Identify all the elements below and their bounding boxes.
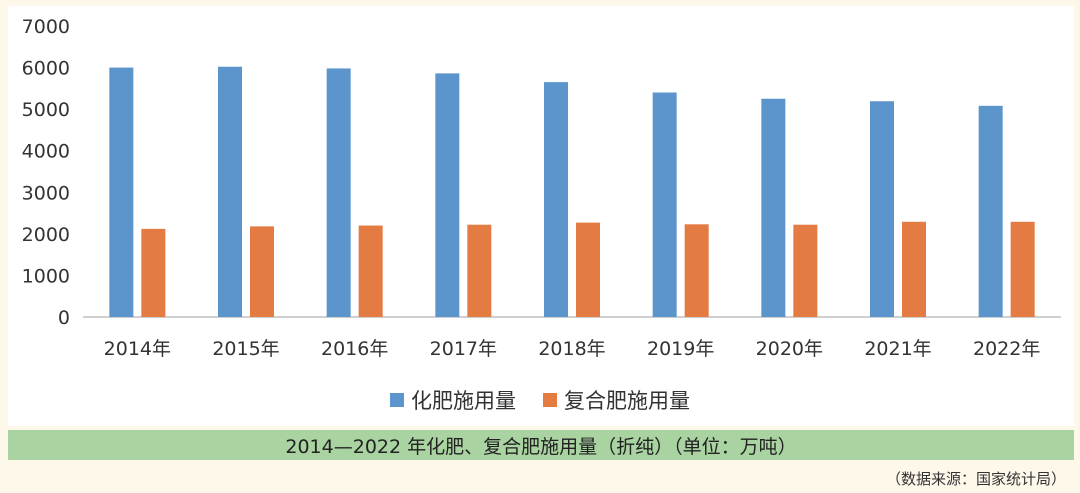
y-tick-label: 0 [58, 307, 70, 329]
bar-fertilizer [326, 68, 351, 317]
bar-fertilizer [978, 105, 1003, 318]
bar-fertilizer [109, 67, 134, 317]
legend-label: 化肥施用量 [411, 389, 516, 413]
bar-compound-fertilizer [250, 226, 274, 317]
bar-fertilizer [870, 101, 894, 317]
bar-fertilizer [218, 66, 242, 317]
x-tick-label: 2017年 [430, 338, 497, 360]
x-tick-label: 2019年 [647, 338, 714, 360]
y-axis-ticks: 0 1000 2000 3000 4000 5000 6000 7000 [22, 16, 70, 329]
legend-label: 复合肥施用量 [564, 389, 690, 413]
bar-chart: 0 1000 2000 3000 4000 5000 6000 7000 2014年 2015年… [22, 16, 1061, 413]
bar-compound-fertilizer [902, 221, 926, 317]
source-note: （数据来源：国家统计局） [885, 470, 1066, 488]
y-tick-label: 1000 [22, 265, 70, 287]
x-axis-ticks: 2014年 2015年 2016年 2017年 2018年 2019年 2020年 2021年… [104, 338, 1041, 360]
x-tick-label: 2014年 [104, 338, 171, 360]
caption-band: 2014—2022 年化肥、复合肥施用量（折纯）（单位：万吨） [8, 430, 1074, 460]
bar-compound-fertilizer [141, 228, 166, 317]
legend-swatch [543, 393, 557, 407]
x-tick-label: 2016年 [321, 338, 388, 360]
bar-fertilizer [435, 73, 460, 318]
bar-compound-fertilizer [1010, 221, 1035, 317]
bar-fertilizer [652, 92, 677, 317]
y-tick-label: 5000 [22, 99, 70, 121]
bar-compound-fertilizer [576, 222, 600, 317]
x-tick-label: 2020年 [756, 338, 823, 360]
legend-swatch [390, 393, 404, 407]
bar-compound-fertilizer [358, 225, 383, 317]
bar-fertilizer [544, 82, 568, 317]
y-tick-label: 7000 [22, 16, 70, 38]
y-tick-label: 2000 [22, 224, 70, 246]
bar-compound-fertilizer [467, 224, 492, 317]
legend: 化肥施用量 复合肥施用量 [390, 389, 690, 413]
bar-group [109, 66, 1035, 318]
y-tick-label: 6000 [22, 58, 70, 80]
chart-panel: 0 1000 2000 3000 4000 5000 6000 7000 2014年 2015年… [8, 6, 1074, 426]
x-tick-label: 2021年 [864, 338, 931, 360]
x-tick-label: 2015年 [212, 338, 279, 360]
y-tick-label: 3000 [22, 182, 70, 204]
bar-compound-fertilizer [684, 224, 709, 317]
x-tick-label: 2018年 [538, 338, 605, 360]
x-tick-label: 2022年 [973, 338, 1040, 360]
bar-fertilizer [761, 98, 786, 317]
y-tick-label: 4000 [22, 141, 70, 163]
bar-compound-fertilizer [793, 224, 818, 317]
figure-caption: 2014—2022 年化肥、复合肥施用量（折纯）（单位：万吨） [285, 435, 797, 458]
